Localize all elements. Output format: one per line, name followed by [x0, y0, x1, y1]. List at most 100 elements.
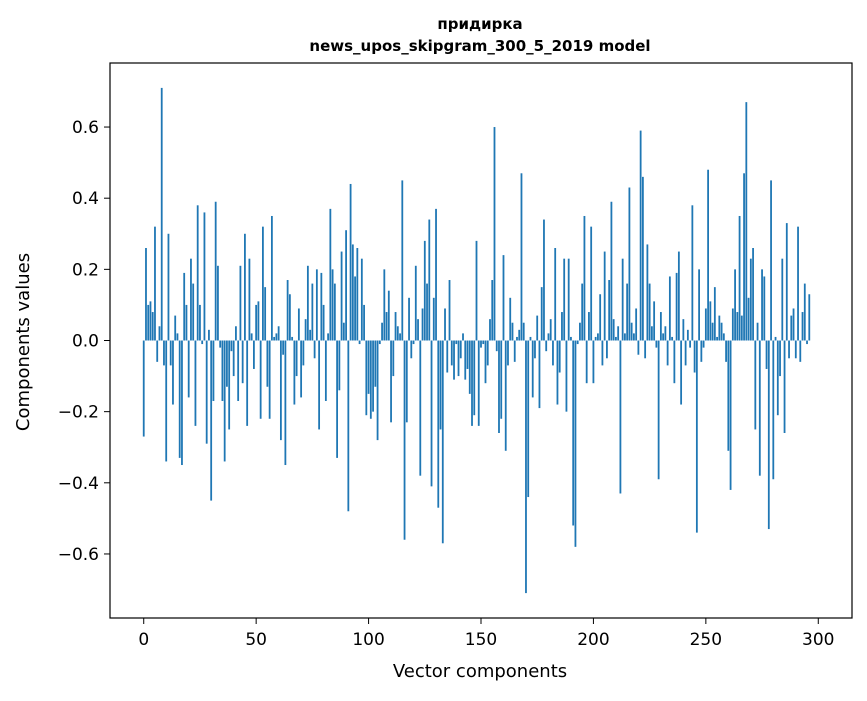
bar — [480, 340, 482, 348]
bar — [579, 322, 581, 341]
bar — [259, 340, 262, 419]
bar — [455, 340, 458, 345]
bar — [630, 322, 633, 341]
bar — [585, 340, 588, 384]
bar — [700, 340, 703, 362]
bar — [518, 329, 521, 341]
bar — [228, 340, 231, 430]
bar — [401, 180, 404, 341]
bar — [500, 340, 503, 419]
x-tick-label: 200 — [577, 630, 609, 650]
bar — [426, 283, 428, 341]
bar — [358, 340, 361, 345]
plot-frame — [109, 62, 853, 619]
bar — [689, 340, 692, 348]
bar — [664, 326, 667, 341]
x-axis-ticks: 0 50 100 150 200 250 300 — [138, 618, 834, 650]
bar — [558, 340, 561, 373]
bar — [158, 326, 161, 341]
bar — [235, 326, 237, 341]
bar — [248, 258, 251, 341]
bar — [588, 312, 590, 341]
bar — [385, 312, 388, 341]
bar — [203, 212, 206, 341]
bar — [383, 269, 386, 341]
bar — [624, 333, 626, 341]
y-tick-label: −0.2 — [58, 403, 99, 423]
bar — [563, 258, 566, 341]
bar — [444, 308, 446, 341]
bar — [414, 265, 417, 341]
bar — [221, 340, 224, 401]
bar — [273, 336, 276, 341]
bar — [190, 258, 192, 341]
bar — [284, 340, 287, 466]
bar — [801, 312, 804, 341]
bar — [246, 340, 249, 426]
bar — [790, 315, 793, 341]
bar — [491, 280, 494, 341]
bar — [313, 340, 316, 359]
bar — [594, 336, 597, 341]
bar — [554, 248, 557, 341]
y-tick-label: −0.4 — [58, 474, 99, 494]
bar — [230, 340, 233, 352]
bar — [774, 336, 777, 341]
bar — [531, 340, 534, 398]
bar — [262, 226, 264, 341]
bar — [151, 312, 154, 341]
bar — [545, 340, 548, 352]
bar — [763, 276, 766, 341]
bar — [628, 187, 631, 341]
bar — [450, 340, 453, 366]
bar — [561, 312, 563, 341]
bar — [466, 340, 469, 369]
bar — [709, 301, 712, 341]
bar — [464, 340, 467, 380]
bar — [178, 340, 181, 458]
bar — [266, 340, 269, 387]
bar — [205, 340, 208, 444]
bar — [181, 340, 183, 466]
bar — [803, 283, 806, 341]
bar — [293, 340, 296, 405]
bar — [707, 169, 709, 341]
bar — [590, 226, 593, 341]
bar — [772, 340, 775, 480]
bar — [680, 340, 683, 405]
bar — [655, 340, 658, 348]
bar — [648, 283, 651, 341]
bar — [468, 340, 471, 394]
bar — [165, 340, 168, 462]
bar — [338, 340, 341, 391]
bar — [617, 326, 620, 341]
bar — [324, 340, 327, 401]
bar — [783, 340, 786, 433]
bar — [154, 226, 156, 341]
bar — [792, 308, 795, 341]
bar — [659, 312, 662, 341]
bar — [210, 340, 213, 501]
bar — [331, 269, 334, 341]
bar — [601, 340, 604, 366]
y-tick-label: 0.4 — [72, 189, 99, 209]
bar — [484, 340, 487, 384]
bar — [556, 340, 559, 405]
bar — [743, 173, 745, 341]
bar — [244, 233, 246, 341]
bar — [727, 340, 730, 451]
bar — [333, 283, 336, 341]
bar — [570, 336, 572, 341]
x-tick-label: 300 — [802, 630, 834, 650]
bar — [174, 315, 177, 341]
bar — [315, 269, 318, 341]
bar — [686, 329, 689, 341]
bar — [475, 240, 478, 341]
bar — [304, 319, 307, 341]
bar — [682, 319, 685, 341]
bar — [351, 244, 354, 341]
bar — [408, 297, 410, 341]
bar — [781, 258, 784, 341]
bar — [453, 340, 455, 380]
